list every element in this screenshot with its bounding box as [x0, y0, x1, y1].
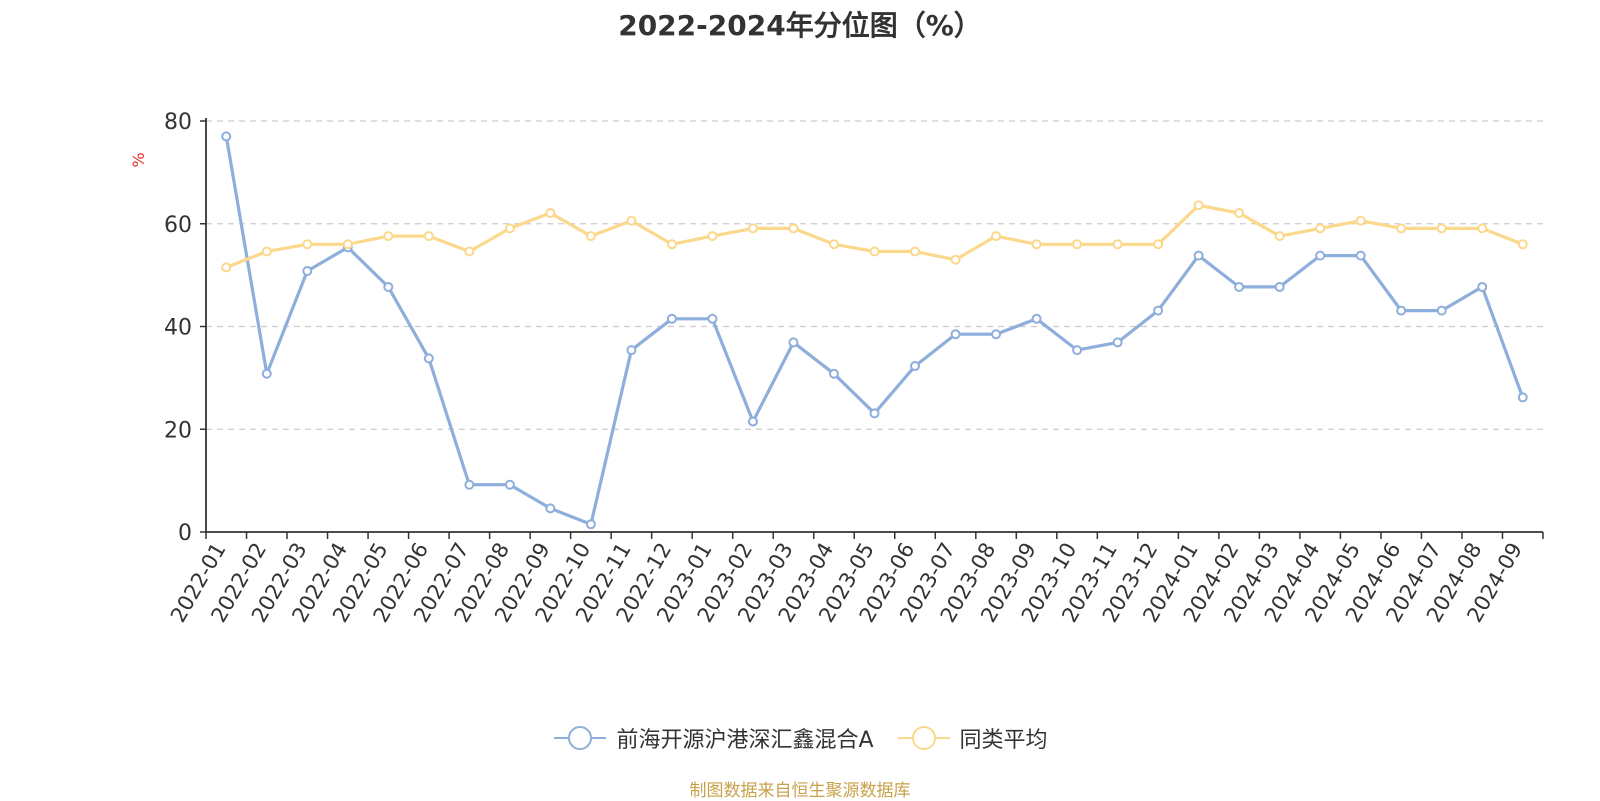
data-point-1 — [1477, 223, 1488, 234]
data-point-1 — [1396, 223, 1407, 234]
data-point-1 — [1234, 207, 1245, 218]
data-point-1 — [1112, 239, 1123, 250]
data-point-1 — [950, 254, 961, 265]
source-note: 制图数据来自恒生聚源数据库 — [689, 781, 911, 801]
data-point-0 — [1031, 313, 1042, 324]
data-point-0 — [1234, 281, 1245, 292]
data-point-1 — [1072, 239, 1083, 250]
data-point-0 — [423, 353, 434, 364]
chart-title: 2022-2024年分位图（%） — [618, 9, 982, 42]
series-lines — [221, 131, 1528, 530]
data-point-0 — [261, 368, 272, 379]
data-point-0 — [1355, 250, 1366, 261]
y-tick-label: 80 — [164, 110, 192, 135]
data-point-1 — [991, 231, 1002, 242]
y-tick-label: 60 — [164, 213, 192, 238]
data-point-0 — [1274, 281, 1285, 292]
y-tick-label: 20 — [164, 418, 192, 443]
data-point-0 — [1477, 281, 1488, 292]
legend-item-0[interactable]: 前海开源沪港深汇鑫混合A — [552, 722, 874, 754]
data-point-1 — [1193, 200, 1204, 211]
y-axis-label: % — [129, 152, 148, 167]
legend-item-1[interactable]: 同类平均 — [896, 722, 1048, 754]
data-point-0 — [828, 368, 839, 379]
data-point-1 — [910, 246, 921, 257]
legend-label: 前海开源沪港深汇鑫混合A — [616, 728, 874, 753]
data-point-1 — [423, 231, 434, 242]
data-point-0 — [626, 345, 637, 356]
data-point-1 — [1274, 231, 1285, 242]
data-point-0 — [1072, 345, 1083, 356]
legend-marker-icon — [897, 726, 950, 750]
data-point-1 — [1315, 223, 1326, 234]
y-tick-label: 0 — [178, 521, 192, 546]
axes — [200, 118, 1544, 539]
data-point-0 — [1112, 337, 1123, 348]
data-point-0 — [504, 479, 515, 490]
data-point-1 — [261, 246, 272, 257]
data-point-0 — [464, 479, 475, 490]
data-point-0 — [707, 313, 718, 324]
data-point-1 — [1031, 239, 1042, 250]
data-point-0 — [666, 313, 677, 324]
data-point-1 — [828, 239, 839, 250]
data-point-1 — [626, 215, 637, 226]
data-point-0 — [869, 408, 880, 419]
data-point-0 — [1315, 250, 1326, 261]
data-point-1 — [504, 223, 515, 234]
data-point-1 — [1153, 239, 1164, 250]
data-point-1 — [221, 262, 232, 273]
data-point-0 — [747, 416, 758, 427]
series-line-0 — [224, 136, 1525, 526]
data-point-1 — [342, 239, 353, 250]
data-point-1 — [666, 239, 677, 250]
data-point-0 — [788, 337, 799, 348]
data-point-1 — [464, 246, 475, 257]
data-point-1 — [747, 223, 758, 234]
data-point-1 — [707, 231, 718, 242]
data-point-1 — [1517, 239, 1528, 250]
data-point-0 — [1193, 250, 1204, 261]
grid-lines — [206, 120, 1543, 430]
data-point-1 — [788, 223, 799, 234]
data-point-1 — [869, 246, 880, 257]
data-point-0 — [910, 361, 921, 372]
data-point-0 — [585, 519, 596, 530]
axis-labels: 0204060802022-012022-022022-032022-04202… — [164, 110, 1527, 626]
data-point-0 — [302, 266, 313, 277]
data-point-0 — [221, 131, 232, 142]
data-point-0 — [1153, 305, 1164, 316]
data-point-0 — [383, 281, 394, 292]
data-point-1 — [545, 207, 556, 218]
data-point-0 — [1396, 305, 1407, 316]
data-point-0 — [1436, 305, 1447, 316]
data-point-1 — [585, 231, 596, 242]
data-point-0 — [991, 329, 1002, 340]
data-point-1 — [1355, 215, 1366, 226]
legend-label: 同类平均 — [959, 728, 1048, 753]
data-point-1 — [1436, 223, 1447, 234]
series-line-1 — [225, 203, 1524, 269]
legend: 前海开源沪港深汇鑫混合A 同类平均 — [0, 722, 1600, 754]
data-point-1 — [383, 231, 394, 242]
data-point-1 — [302, 239, 313, 250]
legend-marker-icon — [554, 726, 607, 750]
data-point-0 — [950, 329, 961, 340]
data-point-0 — [1517, 392, 1528, 403]
data-point-0 — [545, 503, 556, 514]
y-tick-label: 40 — [164, 316, 192, 341]
